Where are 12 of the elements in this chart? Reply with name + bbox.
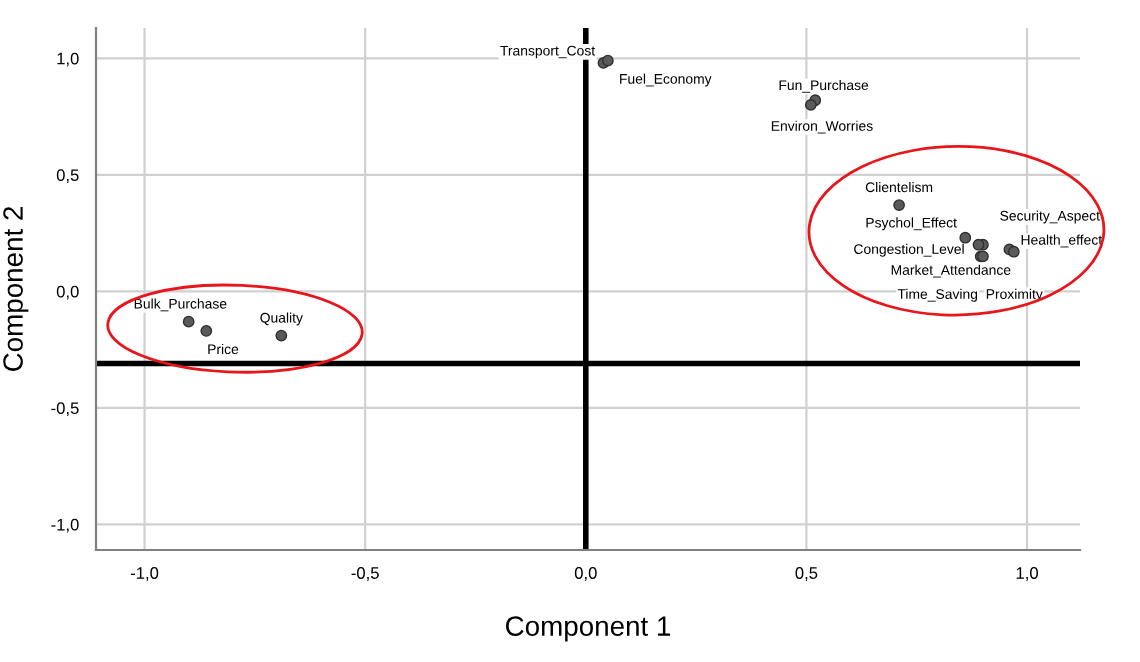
- y-tick-label: -1,0: [51, 518, 79, 533]
- x-tick-label: 0,5: [795, 567, 818, 581]
- y-tick-label: 0,0: [56, 285, 79, 300]
- y-axis-title: Component 2: [3, 207, 29, 371]
- x-tick-label: 0,0: [574, 567, 597, 581]
- x-tick-label: -0,5: [351, 567, 379, 581]
- x-tick-label: 1,0: [1016, 567, 1038, 581]
- y-tick-label: -0,5: [51, 402, 79, 417]
- x-tick-label: -1,0: [130, 567, 159, 581]
- y-tick-label: 1,0: [57, 52, 79, 67]
- x-axis-title: Component 1: [506, 616, 671, 642]
- y-tick-label: 0,5: [56, 169, 79, 183]
